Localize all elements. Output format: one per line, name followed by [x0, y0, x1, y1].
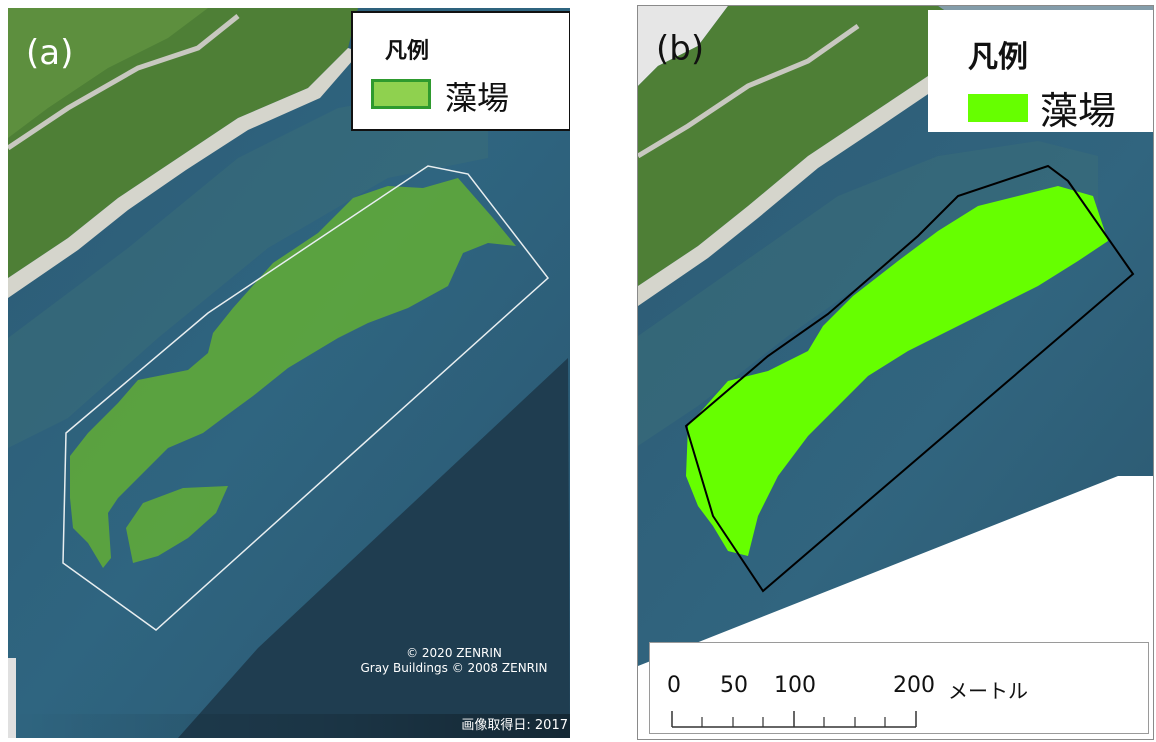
panel-label: (b)	[656, 29, 705, 69]
legend-title: 凡例	[968, 40, 1028, 75]
panel-label: (a)	[26, 33, 74, 73]
seagrass-area	[686, 186, 1108, 556]
survey-boundary	[684, 164, 1135, 593]
coastal-road	[8, 14, 240, 151]
legend-entry: 藻場	[445, 79, 510, 117]
reef-shallows	[8, 93, 488, 448]
shoreline	[638, 26, 980, 306]
map-panel-b: (b) 凡例 藻場 0 50 100 200 メートル	[637, 5, 1154, 740]
scale-tick-label: 0	[667, 673, 681, 698]
scale-ruler	[671, 711, 917, 728]
deep-sea-area	[178, 358, 570, 738]
image-date: 画像取得日: 2017	[461, 718, 568, 733]
credit-line: © 2020 ZENRIN	[406, 646, 502, 660]
legend: 凡例 藻場	[351, 11, 570, 131]
legend: 凡例 藻場	[928, 10, 1153, 133]
scale-tick-label: 200	[893, 673, 935, 698]
shoreline	[8, 48, 360, 298]
map-credit: © 2020 ZENRIN Gray Buildings © 2008 ZENR…	[348, 646, 560, 676]
seagrass-area	[126, 486, 228, 563]
scale-bar: 0 50 100 200 メートル	[649, 642, 1149, 734]
scale-unit: メートル	[948, 679, 1028, 703]
credit-line: Gray Buildings © 2008 ZENRIN	[360, 661, 548, 675]
map-panel-a: (a) 凡例 藻場 © 2020 ZENRIN Gray Buildings ©…	[8, 8, 570, 738]
scale-tick-label: 50	[720, 673, 748, 698]
no-data-area	[638, 6, 728, 86]
legend-entry: 藻場	[1040, 89, 1117, 133]
legend-swatch	[371, 79, 431, 109]
scale-tick-label: 100	[774, 673, 816, 698]
survey-boundary	[62, 165, 550, 631]
legend-title: 凡例	[385, 39, 430, 64]
seagrass-area	[70, 178, 516, 568]
coastal-road	[638, 23, 860, 159]
pier	[8, 658, 16, 738]
forest-area	[8, 8, 208, 138]
land-vegetation	[638, 6, 968, 286]
image-date-bar: 画像取得日: 2017	[8, 714, 570, 738]
legend-swatch	[968, 94, 1028, 122]
